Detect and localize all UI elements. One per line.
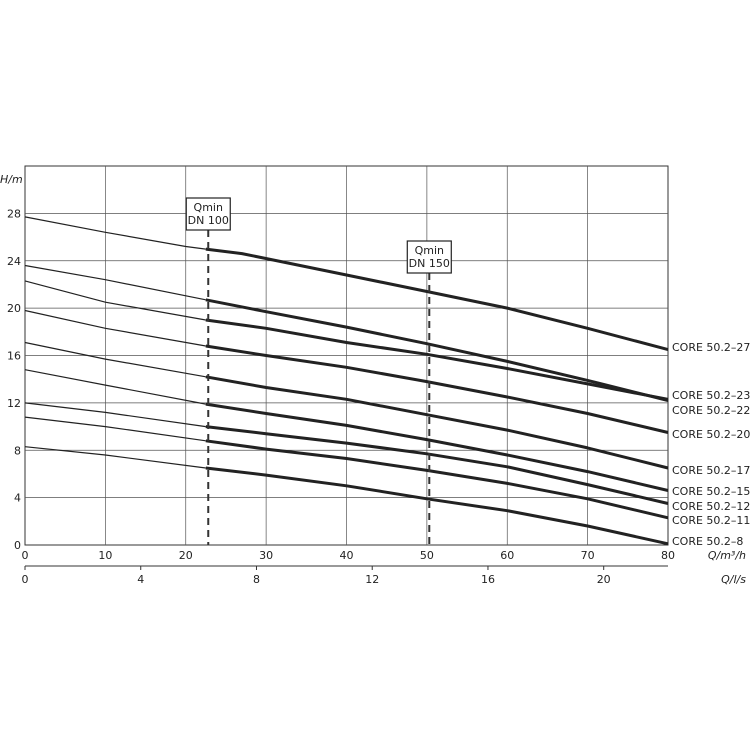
series-label: CORE 50.2–11 <box>672 514 750 527</box>
qmin-label: Qmin <box>194 201 223 214</box>
series-line <box>205 298 669 402</box>
series-line <box>205 402 669 492</box>
y-tick-label: 8 <box>14 444 21 457</box>
series-line <box>205 439 669 520</box>
qmin-box <box>406 240 452 274</box>
series-line <box>205 318 669 401</box>
secondary-tick-label: 4 <box>137 573 144 586</box>
series-group <box>24 216 669 546</box>
secondary-axis-label: Q/l/s <box>721 573 746 586</box>
qmin-box <box>185 197 231 231</box>
qmin-label: Qmin <box>415 244 444 257</box>
series-label: CORE 50.2–27 <box>672 341 750 354</box>
x-tick-label: 0 <box>22 549 29 562</box>
series-line-thin <box>24 341 206 378</box>
qmin-label: DN 100 <box>188 214 229 227</box>
series-line-thin <box>24 216 206 250</box>
series-line <box>205 247 669 352</box>
series-label: CORE 50.2–23 <box>672 389 750 402</box>
secondary-tick-label: 8 <box>253 573 260 586</box>
x-tick-label: 20 <box>179 549 193 562</box>
series-line-thin <box>24 309 206 347</box>
series-line-thin <box>24 369 206 405</box>
x-tick-label: 40 <box>340 549 354 562</box>
series-line <box>205 466 669 546</box>
series-line-thin <box>24 402 206 428</box>
series-label: CORE 50.2–12 <box>672 500 750 513</box>
series-label: CORE 50.2–15 <box>672 485 750 498</box>
series-label: CORE 50.2–8 <box>672 535 743 548</box>
series-label: CORE 50.2–22 <box>672 404 750 417</box>
series-line-thin <box>24 416 206 442</box>
x-tick-label: 50 <box>420 549 434 562</box>
y-tick-label: 16 <box>7 350 21 363</box>
axes: 0 10 20 30 40 50 60 70 80 0 4 8 12 16 20 24 28 H/m Q/m³/h 0… <box>0 173 746 586</box>
x-tick-label: 80 <box>661 549 675 562</box>
y-tick-label: 0 <box>14 539 21 552</box>
series-line <box>205 425 669 505</box>
y-tick-label: 28 <box>7 207 21 220</box>
y-axis-label: H/m <box>0 173 23 186</box>
y-tick-label: 20 <box>7 302 21 315</box>
grid <box>24 165 669 546</box>
series-line-thin <box>24 446 206 469</box>
y-tick-label: 4 <box>14 492 21 505</box>
x-tick-label: 30 <box>259 549 273 562</box>
secondary-tick-label: 20 <box>597 573 611 586</box>
series-line-thin <box>24 280 206 321</box>
y-tick-label: 12 <box>7 397 21 410</box>
series-line <box>205 344 669 434</box>
series-line <box>205 375 669 470</box>
x-tick-label: 10 <box>98 549 112 562</box>
series-label: CORE 50.2–17 <box>672 464 750 477</box>
x-axis-label: Q/m³/h <box>708 549 746 562</box>
secondary-tick-label: 0 <box>22 573 29 586</box>
y-tick-label: 24 <box>7 255 21 268</box>
series-labels: CORE 50.2–27 CORE 50.2–23 CORE 50.2–22 CORE… <box>672 341 750 548</box>
series-label: CORE 50.2–20 <box>672 428 750 441</box>
x-tick-label: 60 <box>500 549 514 562</box>
x-tick-label: 70 <box>581 549 595 562</box>
secondary-tick-label: 12 <box>365 573 379 586</box>
secondary-tick-label: 16 <box>481 573 495 586</box>
series-line-thin <box>24 264 206 301</box>
qmin-label: DN 150 <box>409 257 450 270</box>
